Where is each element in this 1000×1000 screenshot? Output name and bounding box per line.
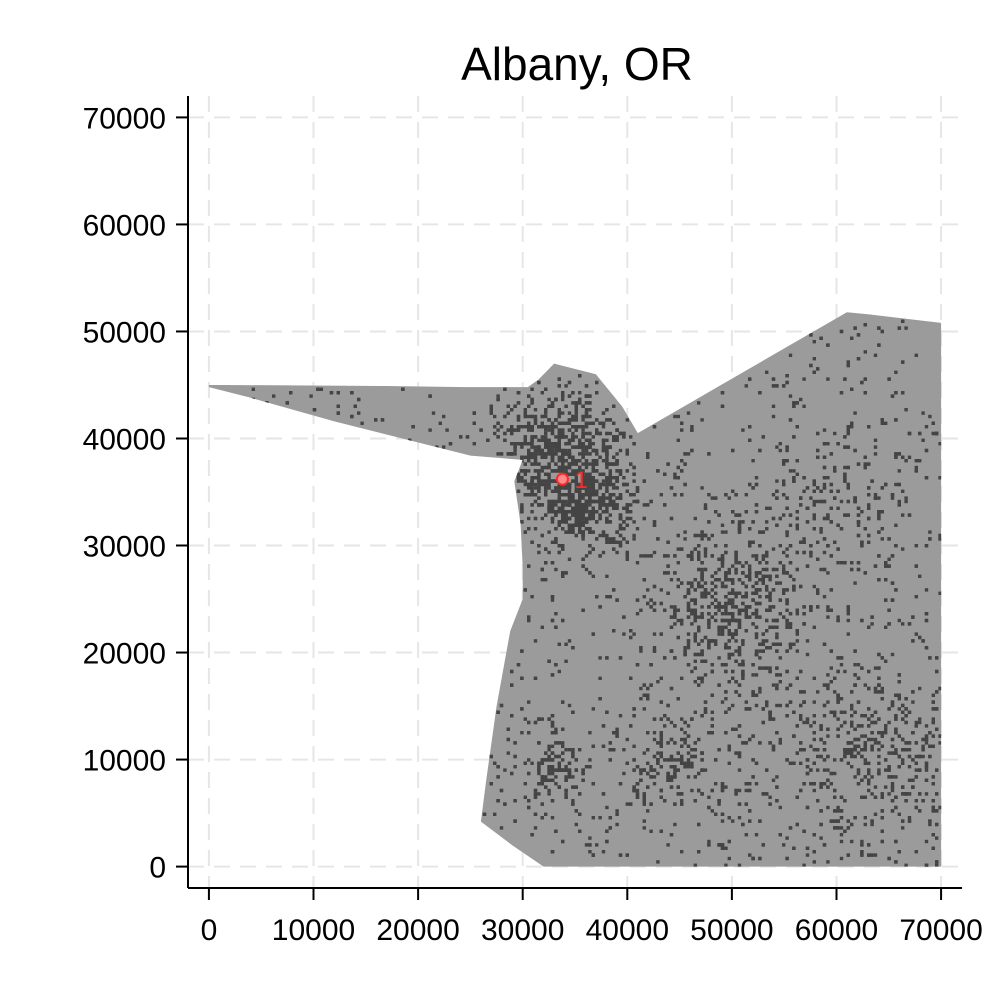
highlight-point-label-0: 1 <box>574 467 587 494</box>
y-tick-label-3: 30000 <box>83 531 166 564</box>
y-tick-label-0: 0 <box>149 852 166 885</box>
x-tick-label-2: 20000 <box>376 914 459 947</box>
x-tick-label-4: 40000 <box>586 914 669 947</box>
x-tick-label-7: 70000 <box>899 914 982 947</box>
region-area <box>208 312 942 867</box>
y-tick-label-4: 40000 <box>83 423 166 456</box>
x-tick-label-0: 0 <box>201 914 218 947</box>
y-tick-label-2: 20000 <box>83 638 166 671</box>
highlight-point-0 <box>555 472 569 486</box>
map-region <box>208 312 942 867</box>
x-tick-label-6: 60000 <box>795 914 878 947</box>
x-tick-label-5: 50000 <box>690 914 773 947</box>
y-tick-label-7: 70000 <box>83 102 166 135</box>
axes: 0 10000 20000 30000 40000 50000 60000 70000 0 100… <box>83 96 983 947</box>
y-tick-label-5: 50000 <box>83 316 166 349</box>
y-tick-label-6: 60000 <box>83 209 166 242</box>
x-tick-label-1: 10000 <box>272 914 355 947</box>
highlight-markers: 1 <box>555 467 588 494</box>
chart-title: Albany, OR <box>461 38 693 90</box>
y-tick-label-1: 10000 <box>83 745 166 778</box>
x-tick-label-3: 30000 <box>481 914 564 947</box>
